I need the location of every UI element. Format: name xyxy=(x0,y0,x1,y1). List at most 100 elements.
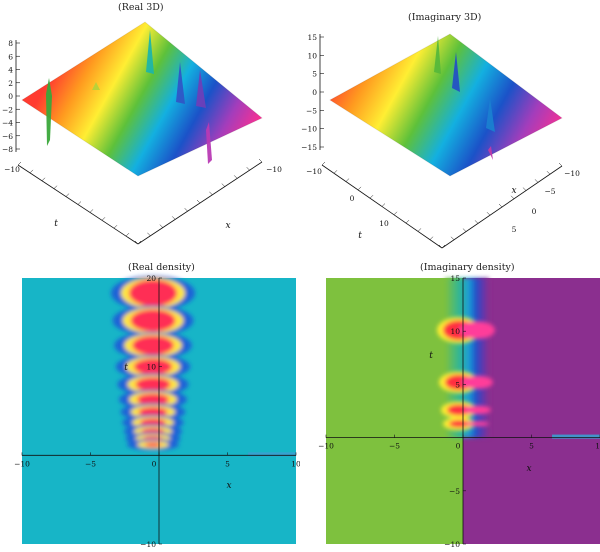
z-tick-label: 0 xyxy=(312,88,317,97)
t-axis-tick xyxy=(334,170,337,173)
lobe-right xyxy=(461,376,493,389)
t-axis-tick xyxy=(358,187,361,190)
x-axis-tick xyxy=(547,171,550,174)
t-axis-tick xyxy=(430,237,433,240)
t-axis-tick xyxy=(54,186,57,189)
imag-3d-title: (Imaginary 3D) xyxy=(408,12,481,23)
t-axis-tick xyxy=(102,217,105,220)
t-axis-tick xyxy=(114,225,117,228)
x-axis-tick xyxy=(451,237,454,240)
z-tick-label: −2 xyxy=(2,105,13,114)
x-axis-tick xyxy=(247,167,250,170)
z-tick-label: −5 xyxy=(306,106,317,115)
t-tick-label: 0 xyxy=(350,194,355,203)
x-axis-label: x xyxy=(225,221,230,231)
z-tick-label: 10 xyxy=(307,51,317,60)
t-tick-label: 10 xyxy=(379,219,389,228)
y-tick-label: 5 xyxy=(455,380,460,389)
x-axis-tick xyxy=(559,163,562,166)
y-tick-label: −5 xyxy=(449,487,460,496)
z-tick-label: 4 xyxy=(8,66,13,75)
t-axis-tick xyxy=(322,162,325,165)
lobe-right xyxy=(465,421,489,426)
x-axis-tick xyxy=(160,225,163,228)
lobe-core xyxy=(131,310,176,332)
y-tick-label: −10 xyxy=(140,540,156,548)
y-tick-label: 10 xyxy=(146,363,156,372)
lobe-right xyxy=(463,406,491,415)
imag-density-title: (Imaginary density) xyxy=(420,262,515,273)
real-density-title: (Real density) xyxy=(128,262,195,273)
y-tick-label: 15 xyxy=(450,274,460,283)
t-tick-label: −10 xyxy=(306,167,322,176)
x-axis-tick xyxy=(197,200,200,203)
z-tick-label: −4 xyxy=(2,119,13,128)
x-tick-label: 0 xyxy=(456,442,461,451)
y-tick-label: 20 xyxy=(146,274,156,283)
t-axis-tick xyxy=(90,209,93,212)
x-axis-label: x xyxy=(511,186,516,196)
x-axis-tick xyxy=(234,175,237,178)
y-tick-label: 10 xyxy=(450,327,460,336)
x-tick-label: 10 xyxy=(291,459,300,468)
y-tick-label: −10 xyxy=(444,540,460,548)
x-axis-tick xyxy=(259,159,262,162)
x-tick-label: 0 xyxy=(152,459,157,468)
x-axis-label: x xyxy=(226,481,231,491)
z-tick-label: −15 xyxy=(301,143,317,152)
x-axis-tick xyxy=(172,216,175,219)
t-axis-tick xyxy=(406,220,409,223)
surface-plane xyxy=(330,34,562,176)
x-axis-tick xyxy=(535,179,538,182)
y-axis-label: t xyxy=(124,363,128,373)
x-tick-label: −10 xyxy=(14,459,30,468)
x-tick-label: −10 xyxy=(564,169,580,178)
x-axis-tick xyxy=(475,220,478,223)
z-tick-label: 6 xyxy=(8,52,13,61)
real-3d-title: (Real 3D) xyxy=(118,2,164,13)
x-tick-label: −5 xyxy=(389,442,400,451)
lobe-core xyxy=(132,336,174,355)
z-tick-label: −8 xyxy=(2,145,13,154)
t-axis-label: t xyxy=(358,231,362,241)
t-axis-tick xyxy=(66,194,69,197)
x-axis-tick xyxy=(222,184,225,187)
x-axis-tick xyxy=(523,188,526,191)
x-tick-label: −10 xyxy=(266,165,282,174)
lobe-right xyxy=(459,321,495,339)
x-axis-tick xyxy=(487,212,490,215)
t-axis-tick xyxy=(382,204,385,207)
surface-plane xyxy=(22,22,262,176)
z-tick-label: 8 xyxy=(8,39,13,48)
z-tick-label: −10 xyxy=(301,125,317,134)
t-axis-tick xyxy=(346,179,349,182)
x-axis-tick xyxy=(147,233,150,236)
t-axis-tick xyxy=(42,178,45,181)
x-tick-label: −5 xyxy=(85,459,96,468)
t-tick-label: −10 xyxy=(4,165,20,174)
x-tick-label: 10 xyxy=(595,442,600,451)
t-axis-label: t xyxy=(54,219,58,229)
t-axis-tick xyxy=(126,233,129,236)
lobe-core xyxy=(129,280,177,307)
x-tick-label: −10 xyxy=(318,442,334,451)
x-axis-tick xyxy=(209,192,212,195)
x-tick-label: 5 xyxy=(529,442,534,451)
t-axis-tick xyxy=(78,202,81,205)
z-tick-label: 5 xyxy=(312,70,317,79)
x-tick-label: −5 xyxy=(544,187,555,196)
t-axis-tick xyxy=(370,195,373,198)
imag-density-panel: (Imaginary density) −10 −5 0 5 10 15 10 5 −5 −10 t… xyxy=(300,262,600,548)
z-tick-label: 2 xyxy=(8,79,13,88)
x-tick-label: 0 xyxy=(532,207,537,216)
t-axis-tick xyxy=(30,170,33,173)
x-axis-tick xyxy=(185,208,188,211)
y-axis-label: t xyxy=(429,351,433,361)
x-tick-label: 5 xyxy=(512,225,517,234)
lobe-core xyxy=(135,377,170,391)
